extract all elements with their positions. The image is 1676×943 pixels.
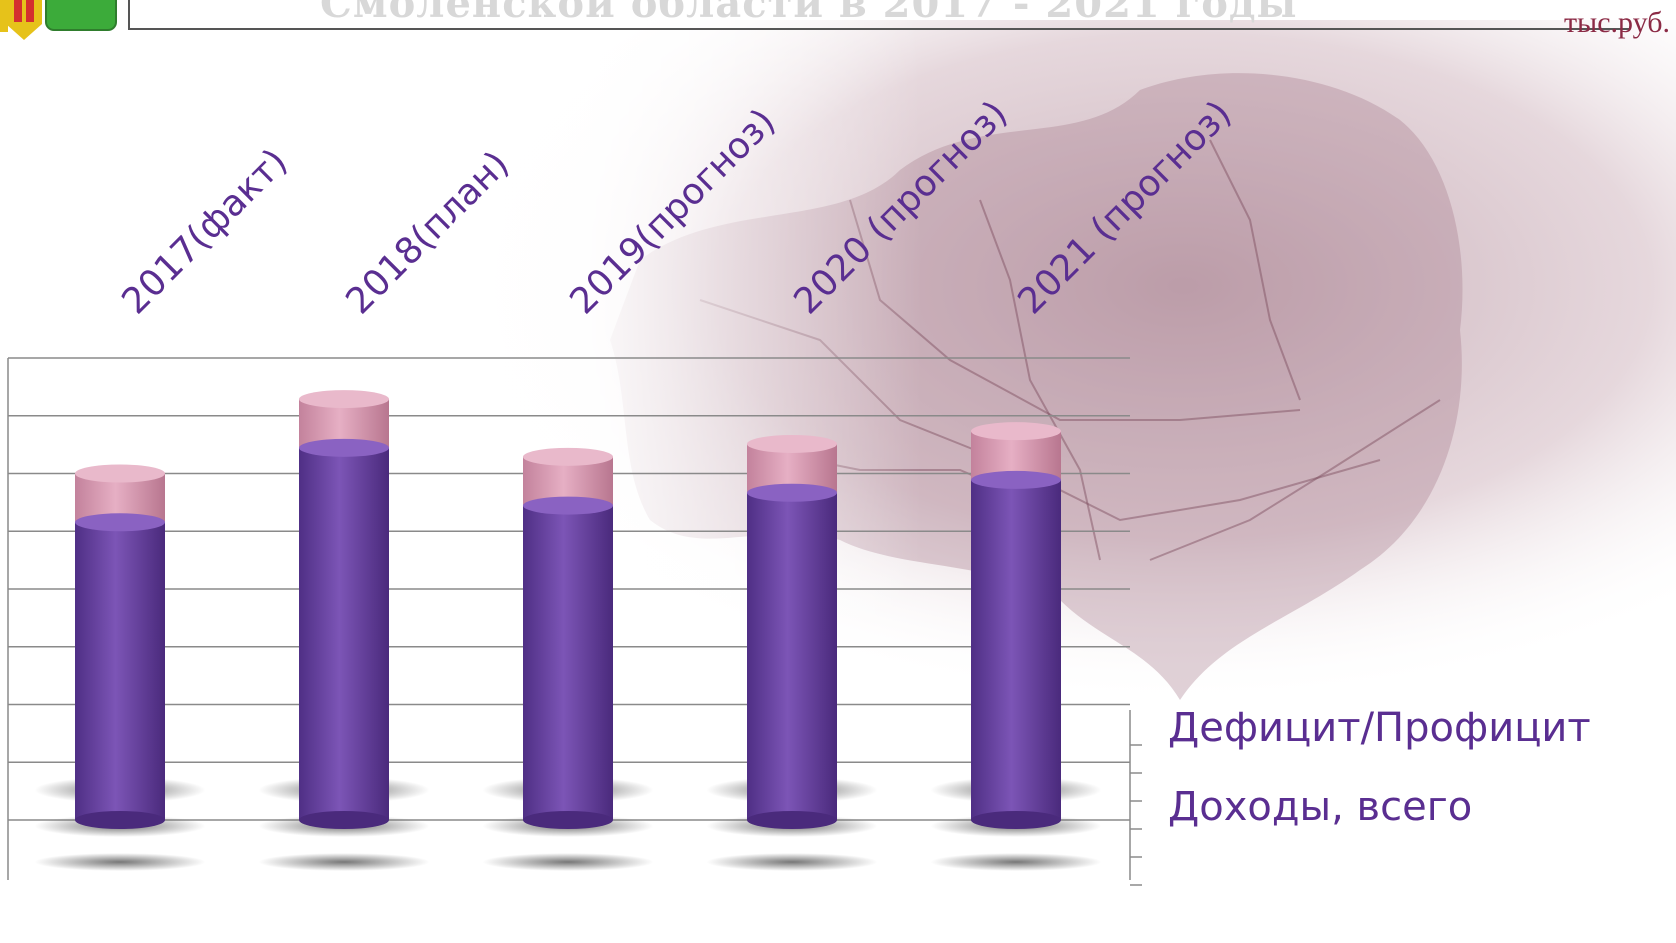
bar-shadow xyxy=(482,853,654,871)
legend-item-deficit: Дефицит/Профицит xyxy=(1168,705,1591,751)
category-labels: 2017(факт) 2018(план) 2019(прогноз) 2020 (п… xyxy=(114,93,1239,322)
bar-deficit-cap xyxy=(75,464,165,483)
bar-income-cap xyxy=(971,470,1061,489)
bar-income-cap xyxy=(75,513,165,532)
bar-group xyxy=(971,422,1061,829)
category-label: 2021 (прогноз) xyxy=(1010,93,1239,322)
bar-income-base xyxy=(523,811,613,829)
bar-income-base xyxy=(971,811,1061,829)
bar-deficit-cap xyxy=(971,422,1061,441)
bar-group xyxy=(299,390,389,829)
bar-shadow xyxy=(258,853,430,871)
bar-income-base xyxy=(75,811,165,829)
bar-deficit-cap xyxy=(299,390,389,409)
category-label: 2018(план) xyxy=(338,144,517,323)
bar-shadow xyxy=(930,853,1102,871)
bar-income xyxy=(299,447,389,820)
bar-income xyxy=(971,479,1061,820)
title-frame xyxy=(128,0,1630,30)
coat-of-arms-logo xyxy=(0,0,117,40)
category-label: 2020 (прогноз) xyxy=(786,93,1015,322)
bar-income-cap xyxy=(747,483,837,502)
bar-income-base xyxy=(299,811,389,829)
bar-deficit-cap xyxy=(747,434,837,453)
bar-income-cap xyxy=(299,438,389,457)
category-label: 2019(прогноз) xyxy=(562,101,783,322)
bar-income-base xyxy=(747,811,837,829)
bar-group xyxy=(523,447,613,829)
bar-income xyxy=(523,505,613,820)
bar-shadow xyxy=(34,853,206,871)
chart-bars xyxy=(75,390,1061,829)
legend-item-income: Доходы, всего xyxy=(1168,784,1473,830)
bar-shadow xyxy=(706,853,878,871)
units-label: тыс.руб. xyxy=(1563,6,1670,39)
slide-title: Смоленской области в 2017 - 2021 годы xyxy=(320,0,1298,27)
bar-deficit-cap xyxy=(523,447,613,466)
bar-income xyxy=(747,492,837,820)
category-label: 2017(факт) xyxy=(114,141,295,322)
bar-group xyxy=(75,464,165,829)
bar-income xyxy=(75,522,165,820)
bar-group xyxy=(747,434,837,829)
bar-income-cap xyxy=(523,496,613,515)
